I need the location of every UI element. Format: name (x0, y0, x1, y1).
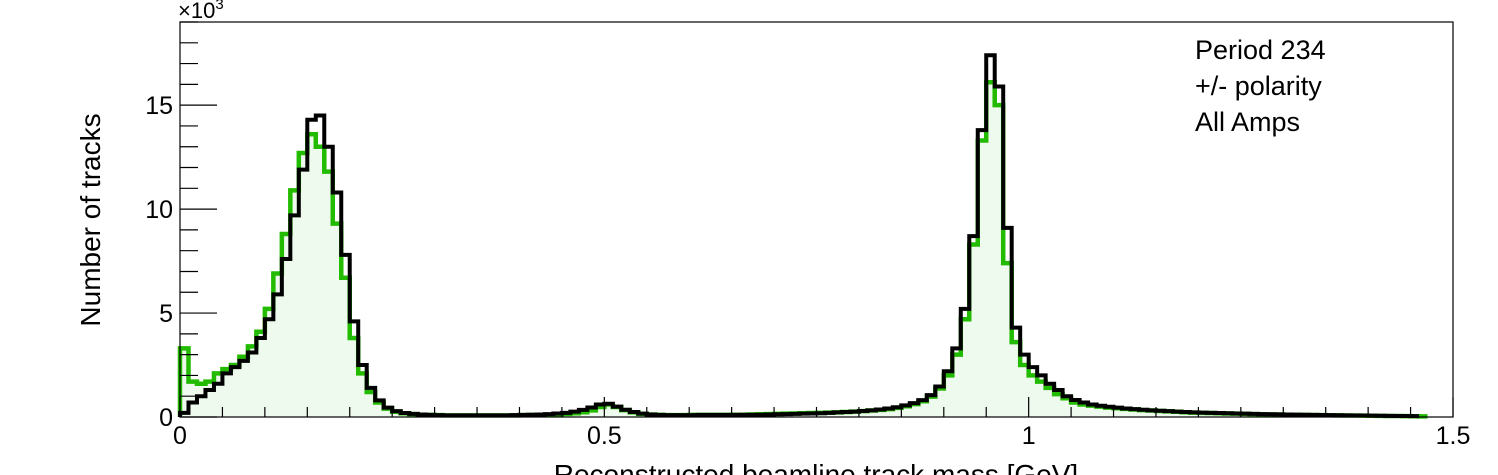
x-tick-label: 1.5 (1436, 422, 1471, 450)
annotation-period: Period 234 (1195, 35, 1326, 65)
y-axis-title: Number of tracks (75, 113, 106, 326)
x-axis-title: Reconstructed beamline track mass [GeV] (554, 459, 1078, 475)
y-tick-label: 0 (159, 404, 173, 432)
x-tick-label: 0 (173, 422, 187, 450)
axis-ticks: 0 0.5 1 1.5 0 5 10 15 (145, 21, 1471, 450)
annotation-polarity: +/- polarity (1195, 71, 1322, 101)
legend-annotation: Period 234 +/- polarity All Amps (1195, 35, 1326, 137)
histogram-series-layer (177, 53, 1428, 419)
annotation-amps: All Amps (1195, 107, 1300, 137)
y-tick-label: 15 (145, 92, 173, 120)
histogram-fill-0 (180, 82, 1428, 417)
histogram-series-1 (178, 53, 1420, 419)
y-exponent-label: ×103 (178, 0, 224, 23)
y-tick-label: 5 (159, 300, 173, 328)
y-tick-label: 10 (145, 196, 173, 224)
x-tick-label: 1 (1022, 422, 1036, 450)
x-tick-label: 0.5 (587, 422, 622, 450)
